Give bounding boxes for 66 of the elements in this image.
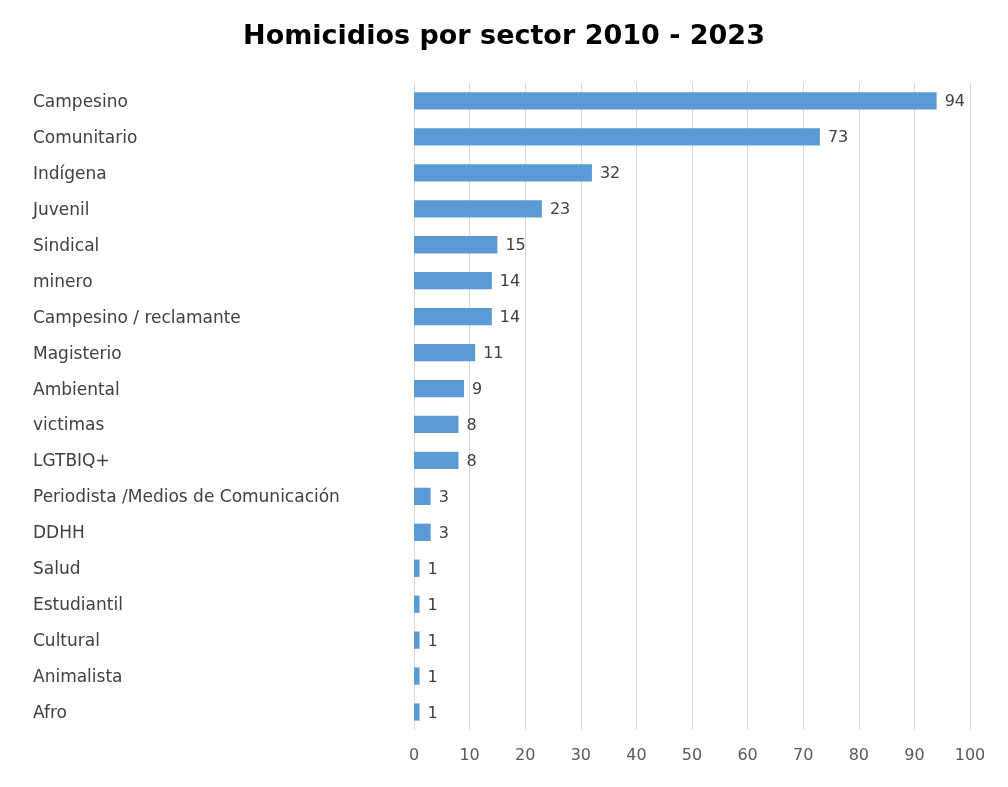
x-tick-label: 0: [408, 744, 420, 764]
y-tick-label: Campesino / reclamante: [33, 306, 241, 327]
y-tick-label: Indígena: [33, 162, 107, 183]
data-label: 9: [472, 379, 483, 399]
bar: [414, 487, 431, 505]
y-tick-label: DDHH: [33, 522, 85, 543]
y-tick-label: Comunitario: [33, 126, 138, 147]
bar: [414, 559, 420, 577]
bar: [414, 523, 431, 541]
bar: [414, 451, 459, 470]
y-tick-label: Periodista /Medios de Comunicación: [33, 486, 340, 507]
bar: [414, 379, 465, 398]
y-tick-label: minero: [33, 270, 93, 291]
x-tick-label: 60: [737, 744, 758, 764]
y-tick-label: Cultural: [33, 630, 100, 651]
y-tick-label: victimas: [33, 414, 105, 435]
bar: [414, 631, 420, 649]
bar: [414, 92, 937, 110]
data-label: 23: [549, 199, 571, 219]
bar: [414, 200, 542, 218]
y-tick-label: Animalista: [33, 666, 123, 687]
bar: [414, 415, 459, 434]
bar: [414, 343, 476, 362]
bar: [414, 164, 592, 182]
y-tick-label: Campesino: [33, 90, 128, 111]
bar: [414, 667, 420, 685]
data-label: 3: [438, 522, 449, 542]
y-tick-label: Afro: [33, 702, 68, 723]
x-tick-label: 90: [904, 744, 925, 764]
chart-title: Homicidios por sector 2010 - 2023: [243, 19, 765, 50]
data-label: 73: [827, 127, 849, 147]
data-label: 14: [499, 307, 521, 327]
data-label: 11: [483, 343, 504, 363]
x-tick-label: 50: [681, 744, 703, 764]
data-label: 3: [438, 486, 449, 506]
data-label: 1: [427, 630, 438, 650]
data-label: 32: [599, 163, 621, 183]
y-tick-label: Juvenil: [32, 198, 90, 219]
data-label: 14: [499, 271, 521, 291]
x-tick-label: 40: [626, 744, 647, 764]
x-tick-label: 10: [459, 744, 480, 764]
bar: [414, 703, 420, 721]
y-tick-label: Estudiantil: [33, 594, 123, 615]
y-tick-label: Sindical: [33, 234, 100, 255]
data-label: 1: [427, 666, 438, 686]
y-tick-label: LGTBIQ+: [33, 450, 110, 471]
bar: [414, 308, 492, 326]
x-tick-label: 30: [570, 744, 591, 764]
bar: [414, 595, 420, 613]
data-label: 1: [427, 702, 438, 722]
x-tick-label: 20: [515, 744, 536, 764]
data-label: 1: [427, 594, 438, 614]
data-label: 15: [505, 235, 526, 255]
data-label: 94: [944, 91, 965, 111]
bar: [414, 128, 820, 146]
data-label: 8: [466, 450, 477, 470]
x-tick-label: 70: [793, 744, 814, 764]
bar: [414, 272, 492, 290]
data-label: 8: [466, 414, 477, 434]
y-tick-label: Magisterio: [33, 342, 122, 363]
data-label: 1: [427, 558, 438, 578]
x-tick-label: 100: [954, 744, 986, 764]
y-tick-label: Salud: [33, 558, 81, 579]
bar: [414, 236, 498, 254]
y-tick-label: Ambiental: [33, 378, 120, 399]
x-tick-label: 80: [848, 744, 869, 764]
